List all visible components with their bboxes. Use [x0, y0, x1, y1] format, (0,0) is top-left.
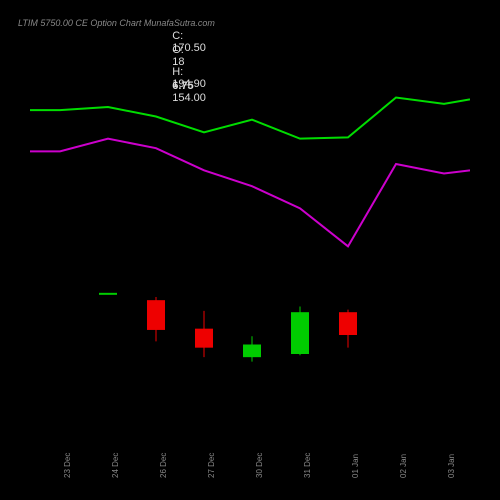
candle-body [195, 329, 213, 348]
x-tick-label: 24 Dec [111, 438, 120, 478]
x-tick-label: 03 Jan [447, 438, 456, 478]
candle-body [99, 293, 117, 295]
chart-container: LTIM 5750.00 CE Option Chart MunafaSutra… [0, 0, 500, 500]
x-tick-label: 31 Dec [303, 438, 312, 478]
line-upper [30, 98, 470, 139]
candle-body [291, 312, 309, 354]
x-tick-label: 02 Jan [399, 438, 408, 478]
line-lower [30, 139, 470, 247]
x-tick-label: 27 Dec [207, 438, 216, 478]
x-axis-labels: 23 Dec 24 Dec 26 Dec 27 Dec 30 Dec 31 Dec 01 J… [30, 440, 470, 490]
candle-body [147, 300, 165, 330]
chart-svg [30, 50, 470, 430]
candle-body [339, 312, 357, 335]
x-tick-label: 01 Jan [351, 438, 360, 478]
x-tick-label: 26 Dec [159, 438, 168, 478]
x-tick-label: 23 Dec [63, 438, 72, 478]
candle-body [243, 345, 261, 358]
x-tick-label: 30 Dec [255, 438, 264, 478]
